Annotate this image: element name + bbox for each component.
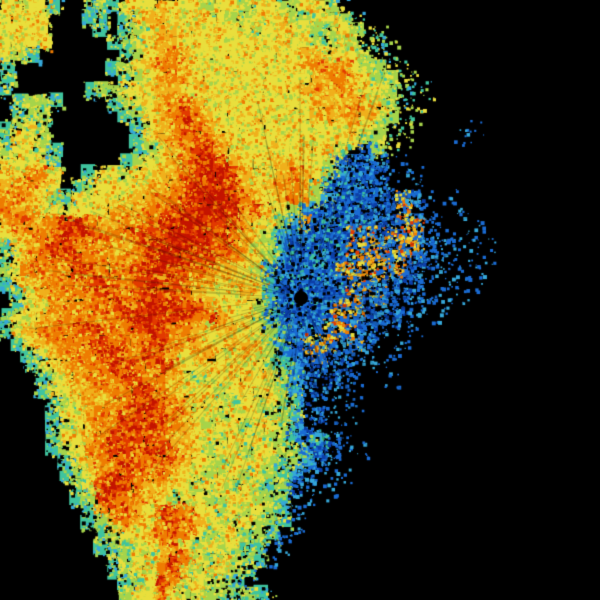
radar-reflectivity-image xyxy=(0,0,600,600)
radar-display xyxy=(0,0,600,600)
